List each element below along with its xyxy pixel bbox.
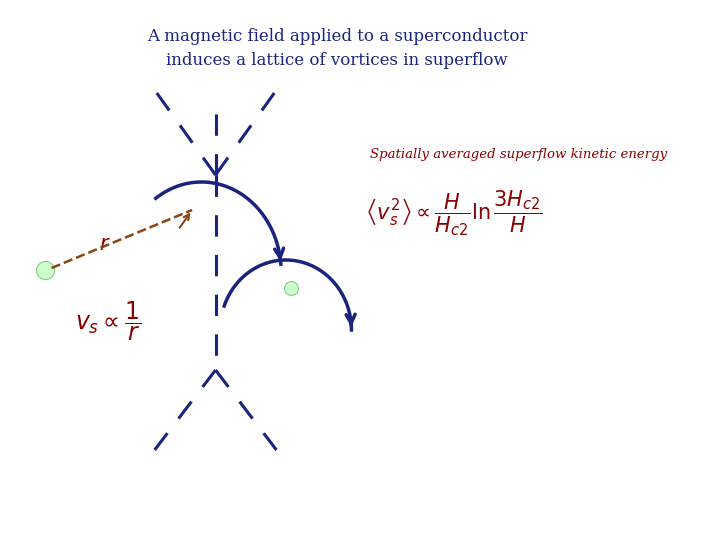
Text: $v_s \propto \dfrac{1}{r}$: $v_s \propto \dfrac{1}{r}$ — [75, 300, 141, 343]
Text: Spatially averaged superflow kinetic energy: Spatially averaged superflow kinetic ene… — [370, 148, 667, 161]
Text: $r$: $r$ — [99, 234, 111, 253]
Text: $\left\langle v_s^2 \right\rangle \propto \dfrac{H}{H_{c2}} \ln\dfrac{3H_{c2}}{H: $\left\langle v_s^2 \right\rangle \propt… — [366, 188, 543, 238]
Text: induces a lattice of vortices in superflow: induces a lattice of vortices in superfl… — [166, 52, 508, 69]
Text: A magnetic field applied to a superconductor: A magnetic field applied to a supercondu… — [147, 28, 528, 45]
